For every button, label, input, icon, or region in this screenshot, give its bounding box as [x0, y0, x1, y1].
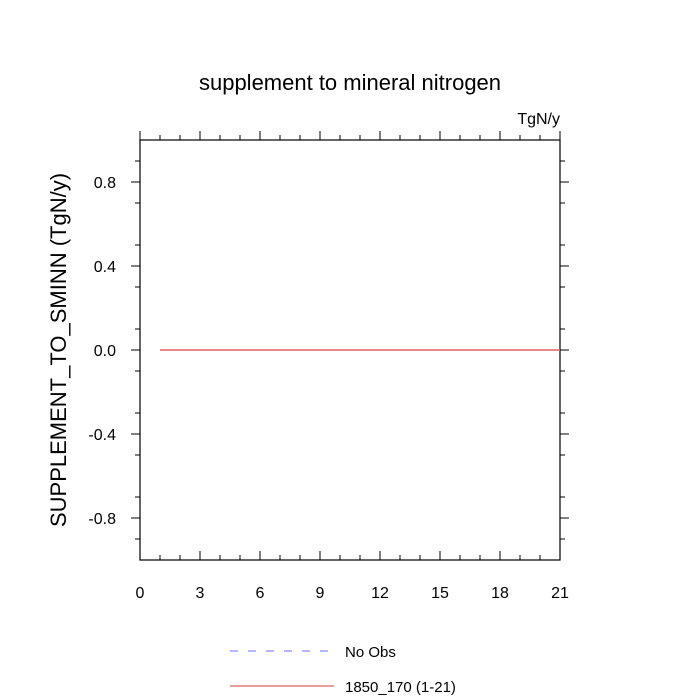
legend: No Obs 1850_170 (1-21) [230, 644, 456, 696]
x-tick-label: 0 [136, 585, 145, 602]
units-label: TgN/y [517, 111, 560, 128]
x-tick-label: 3 [196, 585, 205, 602]
y-axis-label: SUPPLEMENT_TO_SMINN (TgN/y) [46, 173, 71, 527]
x-tick-label: 21 [551, 585, 569, 602]
chart-title: supplement to mineral nitrogen [199, 70, 501, 95]
y-tick-label: 0.4 [94, 259, 116, 276]
legend-label-0: No Obs [345, 644, 396, 661]
y-tick-label: -0.8 [88, 511, 116, 528]
ticks-group: 0 3 6 9 12 15 18 21 0.8 0.4 0.0 -0.4 -0.8 [88, 131, 569, 602]
x-tick-label: 9 [316, 585, 325, 602]
legend-label-1: 1850_170 (1-21) [345, 679, 456, 696]
x-tick-label: 6 [256, 585, 265, 602]
y-tick-label: 0.8 [94, 175, 116, 192]
x-tick-label: 12 [371, 585, 389, 602]
y-tick-label: -0.4 [88, 427, 116, 444]
y-tick-label: 0.0 [94, 343, 116, 360]
x-tick-label: 15 [431, 585, 449, 602]
x-tick-label: 18 [491, 585, 509, 602]
